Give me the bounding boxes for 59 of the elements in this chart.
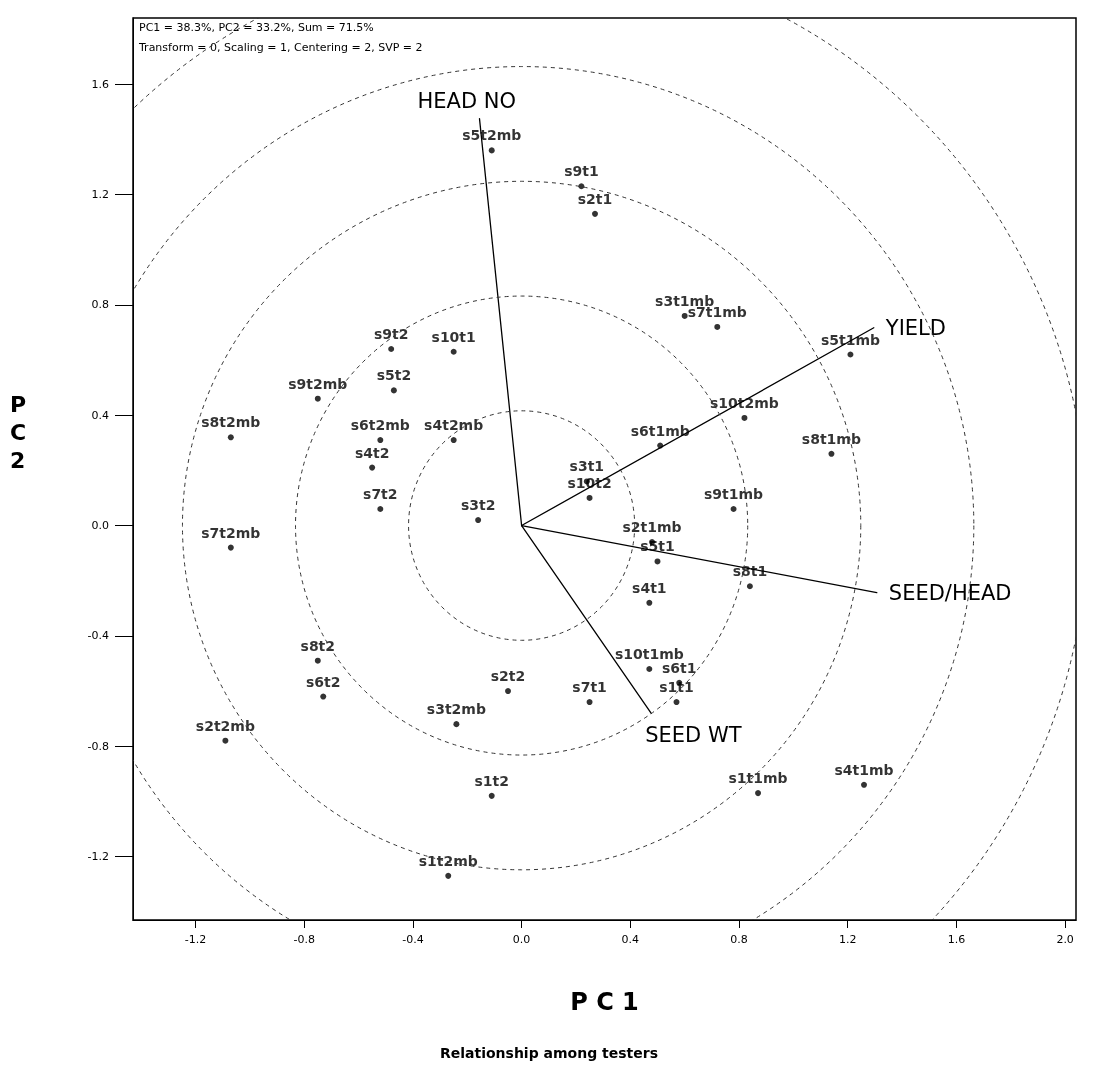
data-label: s9t2 bbox=[373, 326, 409, 343]
annotation: PC1 = 38.3%, PC2 = 33.2%, Sum = 71.5% bbox=[139, 21, 374, 34]
x-tick-label: -1.2 bbox=[184, 933, 207, 946]
data-label: s9t2mb bbox=[288, 375, 348, 392]
x-tick-label: -0.8 bbox=[293, 933, 315, 946]
data-label: s7t2mb bbox=[201, 524, 261, 541]
data-label: s9t1mb bbox=[704, 486, 764, 502]
data-label: s3t2 bbox=[460, 497, 496, 514]
data-label: s6t1mb bbox=[630, 422, 690, 439]
data-label: s6t2 bbox=[305, 673, 341, 690]
data-label: s2t1mb bbox=[622, 519, 682, 536]
x-tick-label: 0.8 bbox=[730, 933, 748, 946]
data-label: s2t1 bbox=[577, 190, 613, 207]
y-tick-label: 0.0 bbox=[91, 519, 109, 533]
x-axis-title: P C 1 bbox=[570, 988, 639, 1016]
data-label: s1t2 bbox=[474, 772, 509, 789]
y-tick-label: 1.6 bbox=[91, 77, 109, 91]
text: Relationship among testers bbox=[439, 1045, 659, 1061]
x-tick-label: 2.0 bbox=[1056, 933, 1074, 946]
data-label: s4t1 bbox=[632, 579, 667, 596]
y-tick-label: 1.2 bbox=[91, 188, 109, 202]
data-label: s1t1 bbox=[659, 679, 694, 696]
annotation: Transform = 0, Scaling = 1, Centering = 2, SVP = 2 bbox=[138, 41, 423, 54]
series-label: SEED/HEAD bbox=[888, 580, 1012, 605]
data-label: s3t2mb bbox=[426, 701, 486, 718]
data-label: s10t1 bbox=[431, 328, 476, 345]
data-label: s2t2mb bbox=[195, 717, 255, 734]
data-label: s6t2mb bbox=[350, 417, 410, 434]
data-label: s6t1 bbox=[661, 659, 697, 676]
y-tick-label: 0.4 bbox=[91, 408, 109, 422]
data-label: s5t2 bbox=[376, 367, 412, 384]
data-label: s9t1 bbox=[564, 163, 599, 180]
data-label: s2t2 bbox=[490, 668, 526, 685]
x-tick-label: -0.4 bbox=[402, 933, 424, 946]
y-tick-label: -0.4 bbox=[87, 629, 109, 643]
y-axis-title: P C 2 bbox=[10, 391, 27, 473]
data-label: s10t1mb bbox=[614, 645, 684, 662]
data-label: s8t1mb bbox=[801, 430, 861, 447]
data-label: s4t2mb bbox=[424, 417, 484, 434]
data-label: s1t1mb bbox=[728, 770, 788, 787]
data-label: s3t1 bbox=[569, 458, 605, 475]
y-tick-label: -1.2 bbox=[87, 850, 109, 864]
data-label: s8t2 bbox=[300, 637, 336, 654]
series-label: SEED WT bbox=[645, 723, 742, 748]
series-label: HEAD NO bbox=[417, 88, 517, 113]
y-tick-label: -0.8 bbox=[87, 739, 109, 753]
x-tick-label: 1.2 bbox=[838, 933, 857, 946]
data-label: s8t2mb bbox=[201, 414, 261, 431]
data-label: s7t1 bbox=[572, 679, 607, 696]
data-label: s7t2 bbox=[363, 486, 398, 502]
data-label: s4t2 bbox=[354, 444, 390, 461]
data-label: s4t1mb bbox=[834, 761, 894, 778]
x-tick-label: 0.0 bbox=[512, 933, 531, 946]
x-tick-label: 0.4 bbox=[621, 933, 640, 946]
series-label: YIELD bbox=[884, 315, 946, 340]
y-tick-label: 0.8 bbox=[91, 298, 109, 312]
x-tick-label: 1.6 bbox=[947, 933, 966, 946]
data-label: s5t1 bbox=[640, 538, 675, 555]
data-label: s1t2mb bbox=[418, 852, 478, 869]
